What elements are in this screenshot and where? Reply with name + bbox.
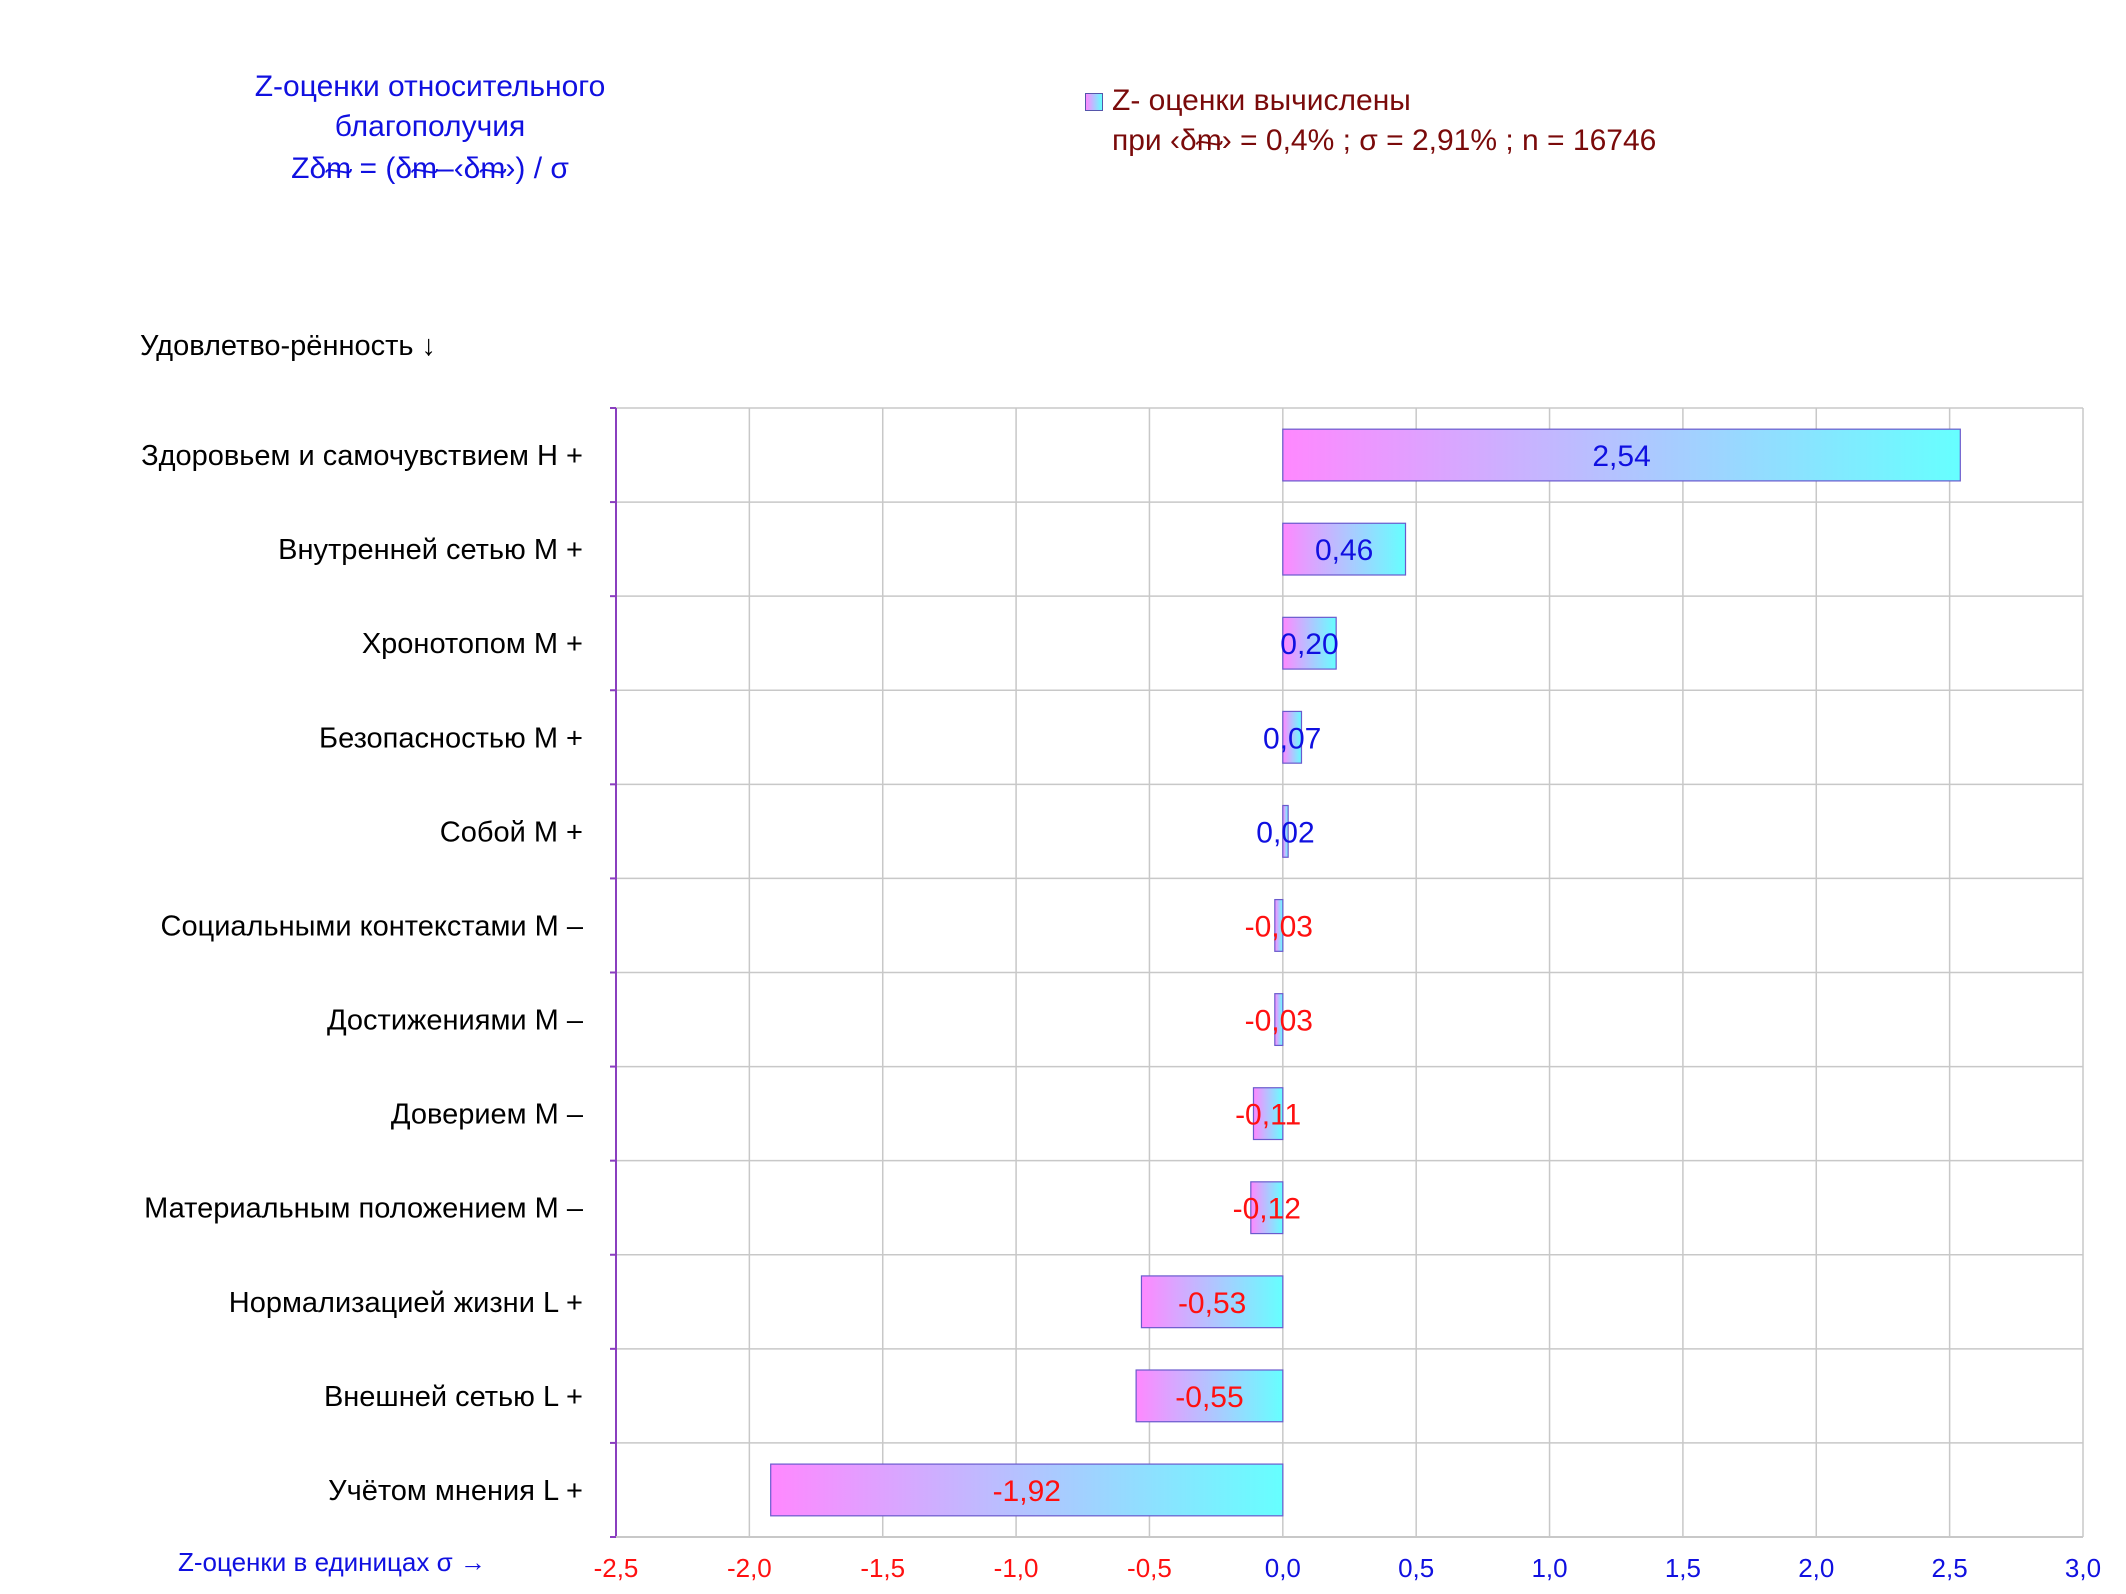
y-axis-title: Удовлетво-рённость ↓: [140, 330, 437, 362]
x-tick-label: -1,0: [994, 1553, 1039, 1583]
value-label: 0,46: [1315, 534, 1373, 567]
category-label: Здоровьем и самочувствием H +: [141, 440, 583, 472]
x-tick-label: 1,0: [1531, 1553, 1567, 1583]
bar: [1274, 898, 1284, 952]
value-label: 0,07: [1263, 722, 1321, 755]
x-tick-label: 2,5: [1932, 1553, 1968, 1583]
legend-params: при ‹δᵯ› = 0,4% ; σ = 2,91% ; n = 16746: [1112, 124, 1657, 157]
category-label: Внешней сетью L +: [324, 1381, 583, 1413]
category-label: Достижениями M –: [327, 1005, 584, 1037]
x-tick-label: -1,5: [860, 1553, 905, 1583]
value-label: -0,11: [1235, 1099, 1301, 1132]
chart-title-formula: Zδᵯ = (δᵯ–‹δᵯ›) / σ: [291, 152, 569, 185]
bar: [1282, 710, 1303, 764]
category-label: Доверием M –: [391, 1099, 584, 1131]
x-tick-label: 2,0: [1798, 1553, 1834, 1583]
legend-label: Z- оценки вычислены: [1112, 84, 1411, 117]
x-tick-label: -2,0: [727, 1553, 772, 1583]
value-label: 2,54: [1592, 440, 1650, 473]
bar: [1135, 1369, 1284, 1423]
x-tick-label: 0,5: [1398, 1553, 1434, 1583]
value-label: 0,02: [1256, 816, 1314, 849]
bar: [1282, 522, 1407, 576]
bar: [1282, 804, 1289, 858]
bar: [770, 1463, 1284, 1517]
bar: [1252, 1087, 1284, 1141]
chart-title-line-2: благополучия: [334, 110, 526, 143]
value-label: 0,20: [1280, 628, 1338, 661]
category-label: Учётом мнения L +: [328, 1475, 583, 1507]
bar: [1140, 1275, 1284, 1329]
bar: [1274, 993, 1284, 1047]
value-label: -0,53: [1178, 1287, 1246, 1320]
value-label: -0,03: [1245, 1005, 1313, 1038]
x-tick-label: -0,5: [1127, 1553, 1172, 1583]
category-label: Безопасностью M +: [319, 722, 583, 754]
category-label: Социальными контекстами M –: [161, 910, 584, 942]
legend-swatch: [1085, 93, 1103, 111]
category-label: Внутренней сетью M +: [278, 534, 583, 566]
x-tick-label: 0,0: [1265, 1553, 1301, 1583]
value-label: -0,55: [1175, 1381, 1243, 1414]
x-axis-title: Z-оценки в единицах σ →: [178, 1547, 486, 1577]
category-label: Материальным положением M –: [144, 1193, 584, 1225]
value-label: -1,92: [993, 1475, 1061, 1508]
bar: [1250, 1181, 1284, 1235]
category-label: Собой M +: [440, 816, 583, 848]
x-tick-label: 1,5: [1665, 1553, 1701, 1583]
value-label: -0,03: [1245, 910, 1313, 943]
category-label: Нормализацией жизни L +: [229, 1287, 583, 1319]
bar: [1282, 616, 1337, 670]
x-tick-label: 3,0: [2065, 1553, 2101, 1583]
value-label: -0,12: [1233, 1193, 1301, 1226]
category-label: Хронотопом M +: [362, 628, 583, 660]
chart-title-line-1: Z-оценки относительного: [254, 70, 606, 103]
x-tick-label: -2,5: [594, 1553, 639, 1583]
bar: [1282, 428, 1961, 482]
